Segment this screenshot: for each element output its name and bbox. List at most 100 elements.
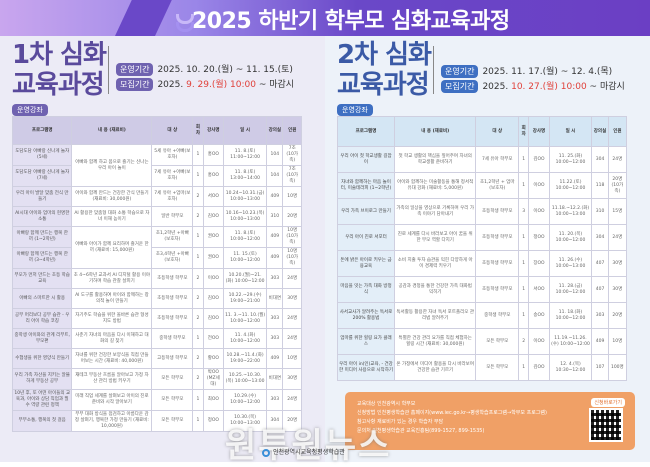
program-name: 아빠랑 함께 만드는 행복 한 끼 (1~2학년) xyxy=(11,226,73,248)
col-target: 대 상 xyxy=(151,116,194,145)
capacity: 30명 xyxy=(282,288,302,309)
content: 자녀를 위한 건강한 보양식을 직접 만들어보는 시간 (재료비: 40,000… xyxy=(71,348,153,369)
sessions: 1 xyxy=(192,328,204,349)
datetime: 11. 25.(화) 10:00~12:00 xyxy=(548,146,593,173)
room: 비대면 xyxy=(266,368,284,390)
content: 아이와 함께하는 미술활동을 통해 정서적 유대 강화 (재료비: 5,000원… xyxy=(393,172,477,199)
program-name: 우리 가족 브이로그 만들기 xyxy=(337,198,395,225)
table-row: 중학생 아이와의 관계 리부트, 부모편 사춘기 자녀의 마음을 다시 이해하고 … xyxy=(11,328,302,349)
run-period-value: 2025. 10. 20.(월) ~ 11. 15.(토) xyxy=(157,65,293,75)
datetime: 10.20.(월)~21.(화) 10:00~12:00 xyxy=(223,268,268,289)
program-name: 부부소통, 행복의 첫 걸음 xyxy=(11,410,73,432)
room: 304 xyxy=(591,224,609,251)
notice-text: 교육대상 인천광역시 학부모 신청방법 인천평생학습관 홈페이지(www.iec… xyxy=(357,400,547,436)
program-name: 우리 아이 진로 서포터 xyxy=(337,224,395,251)
table-row: 아빠랑 함께 만드는 행복 한 끼 (3~4학년) 초3,4학년 +아빠(보호자)… xyxy=(11,247,302,269)
capacity: 10명 xyxy=(282,186,302,207)
recruit-period-chip: 모집기간 xyxy=(116,78,154,91)
table-row: 우리 아이 진로 서포터 진로 세계를 다시 바라보고 아이 꿈을 위한 부모 역… xyxy=(337,224,628,251)
program-name: 도담도담 아빠랑 신나게 놀자 (5세) xyxy=(11,144,73,166)
room: 409 xyxy=(266,186,284,207)
content: 부부 대화 방식을 점검하고 아름다운 감정 살펴기, 행복한 가정 만들기 (… xyxy=(71,410,153,432)
course1-title-line1: 1차 심화 xyxy=(12,40,107,70)
notice-line-contact: 문의처 인천평생학습관 교육진흥팀(899-1527, 899-1535) xyxy=(357,428,485,434)
qr-code-icon[interactable] xyxy=(589,408,623,442)
program-name: 우리 가족 자산을 지키는 알뜰하게 부동산 공부 xyxy=(11,368,73,390)
target: 초1,2학년 +아빠(보호자) xyxy=(151,226,194,248)
course1-table: 프로그램명 내 용 (재료비) 대 상 회차 강사명 일 시 강의실 인원 도담… xyxy=(11,116,302,432)
table-row: 우리 가족 자산을 지키는 알뜰하게 부동산 공부 재테크 부동산 흐름을 알아보… xyxy=(11,368,302,390)
col-program: 프로그램명 xyxy=(337,116,395,147)
program-name: 자녀와 함께하는 마음 놀이터, 미술테라피 (1~2학년) xyxy=(337,172,395,199)
content: 사춘기 자녀의 마음을 다시 이해하고 대화의 길 찾기 xyxy=(71,328,153,349)
table-row: 마음을 잇는 가족 대화 방정식 공감과 경청을 통한 건강한 가족 대화법 익히… xyxy=(337,276,628,303)
program-name: 우리 아이 발달 맞춤 전식 만들기 xyxy=(11,186,73,207)
instructor: 김OO xyxy=(202,308,225,329)
room: 104 xyxy=(266,144,284,166)
divider xyxy=(433,46,434,94)
datetime: 11. 26.(수) 10:00~13:00 xyxy=(548,250,593,277)
course1-title-line2: 교육과정 xyxy=(12,70,105,100)
page-title: 2025 하반기 학부모 심화교육과정 xyxy=(176,3,510,35)
instructor: 서OO xyxy=(528,276,550,303)
capacity: 15명 xyxy=(607,198,628,225)
room: 107 xyxy=(591,354,609,381)
capacity: 24명 xyxy=(282,268,302,289)
table-row: 부부소통, 행복의 첫 걸음 부부 대화 방식을 점검하고 아름다운 감정 살펴기… xyxy=(11,410,302,432)
target: 초등학생 학부모 xyxy=(151,288,194,309)
recruit-date: 2025. xyxy=(482,82,512,92)
sessions: 2 xyxy=(192,368,204,390)
col-instructor: 강사명 xyxy=(528,116,550,147)
datetime: 11. 20.(목) 10:00~12:00 xyxy=(548,224,593,251)
capacity: 24명 xyxy=(607,224,628,251)
double-chevron-icon xyxy=(176,12,194,32)
instructor: 정OO xyxy=(528,224,550,251)
target: 모든 학부모 xyxy=(151,368,194,390)
datetime: 10.29.(수) 10:00~12:00 xyxy=(223,389,268,411)
sessions: 1 xyxy=(192,144,204,166)
instructor: 이OO xyxy=(202,268,225,289)
course2-title-line1: 2차 심화 xyxy=(337,40,432,70)
program-name: 마음을 잇는 가족 대화 방정식 xyxy=(337,276,395,303)
sessions: 2 xyxy=(192,206,204,227)
target: 중학생 학부모 xyxy=(151,328,194,349)
page-title-text: 2025 하반기 학부모 심화교육과정 xyxy=(192,9,510,34)
instructor: 김OO xyxy=(528,146,550,173)
sessions: 2 xyxy=(192,348,204,369)
datetime: 11. 18.(화) 10:00~12:00 xyxy=(548,302,593,329)
target: 7세 유아 +아빠(보호자) xyxy=(151,165,194,187)
apply-shortcut-label[interactable]: 신청바로가기 xyxy=(591,398,625,407)
instructor: 김OO xyxy=(202,288,225,309)
sessions: 1 xyxy=(518,250,530,277)
recruit-tail: ~ 마감시 xyxy=(255,80,295,90)
instructor: 홍OO xyxy=(202,144,225,166)
capacity: 7조 (10가족) xyxy=(282,165,302,187)
sessions: 2 xyxy=(518,328,530,355)
capacity: 10명 (10가족) xyxy=(282,247,302,269)
run-period-chip: 운영기간 xyxy=(116,63,154,76)
run-period-chip: 운영기간 xyxy=(441,65,479,78)
datetime: 10.28.~11.4.(화) 19:00~22:00 xyxy=(223,348,268,369)
sessions: 2 xyxy=(192,186,204,207)
program-name: 도담도담 아빠랑 신나게 놀자 (7세) xyxy=(11,165,73,187)
sessions: 1 xyxy=(192,226,204,248)
room: 310 xyxy=(266,206,284,227)
content: 가족의 일상을 영상으로 기록하며 우리 가족 이야기 담아내기 xyxy=(393,198,477,225)
target: 초등학생 학부모 xyxy=(151,268,194,289)
recruit-highlight: 9. 29.(월) 10:00 xyxy=(186,80,256,90)
course1-section-label: 운영강좌 xyxy=(12,104,48,116)
datetime: 11.18.~12.2.(화) 10:00~13:00 xyxy=(548,198,593,225)
col-sessions: 회차 xyxy=(518,116,530,147)
room: 304 xyxy=(591,146,609,173)
datetime: 10.22.~29.(수) 19:00~21:00 xyxy=(223,288,268,309)
datetime: 11. 15.(토) 10:00~12:00 xyxy=(223,247,268,269)
instructor: 김OO xyxy=(202,206,225,227)
notice-box: 교육대상 인천광역시 학부모 신청방법 인천평생학습관 홈페이지(www.iec… xyxy=(345,392,635,450)
program-name: 중학생 아이와의 관계 리부트, 부모편 xyxy=(11,328,73,349)
course2-title-line2: 교육과정 xyxy=(337,70,430,100)
capacity: 24명 xyxy=(607,146,628,173)
target: 초등학생 학부모 xyxy=(475,198,520,225)
table-row: 자녀와 함께하는 마음 놀이터, 미술테라피 (1~2학년) 아이와 함께하는 미… xyxy=(337,172,628,199)
content: 온 가정에서 미디어 활용을 다시 바라보며 건강한 습관 기르기 xyxy=(393,354,477,381)
recruit-tail: ~ 마감시 xyxy=(586,82,625,92)
